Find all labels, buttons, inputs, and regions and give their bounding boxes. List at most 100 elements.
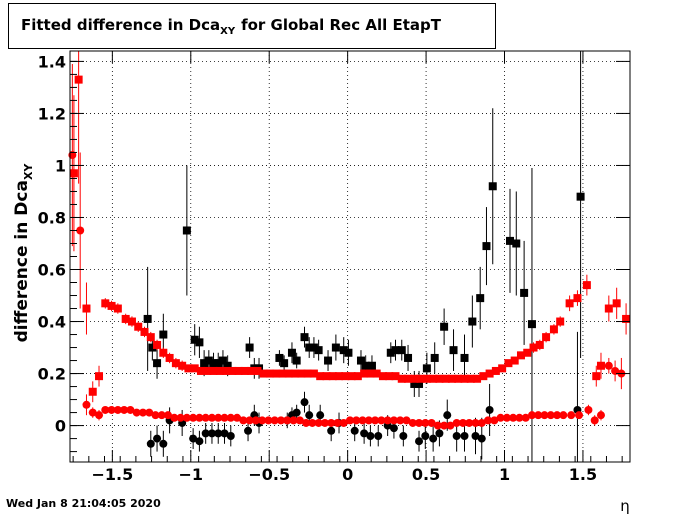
data-point-square: [278, 369, 287, 378]
timestamp: Wed Jan 8 21:04:05 2020: [6, 497, 161, 510]
data-point-circle: [596, 411, 605, 420]
data-point-square: [385, 372, 394, 381]
data-point-square: [529, 343, 538, 352]
data-point-square: [523, 348, 532, 357]
data-point-square: [430, 353, 439, 362]
data-point-square: [74, 75, 83, 84]
data-point-circle: [126, 405, 135, 414]
data-point-square: [485, 369, 494, 378]
data-point-square: [391, 372, 400, 381]
data-point-square: [247, 366, 256, 375]
data-point-square: [592, 372, 601, 381]
data-point-circle: [415, 437, 424, 446]
data-point-square: [410, 379, 419, 388]
data-point-circle: [358, 416, 367, 425]
data-point-square: [512, 239, 521, 248]
data-point-square: [223, 361, 232, 370]
data-point-circle: [207, 429, 216, 438]
data-point-circle: [120, 405, 129, 414]
data-point-square: [218, 356, 227, 365]
data-point-square: [107, 301, 116, 310]
data-point-circle: [339, 418, 348, 427]
title-box: Fitted difference in DcaXY for Global Rec…: [8, 3, 496, 49]
data-point-circle: [502, 413, 511, 422]
data-point-square: [527, 320, 536, 329]
data-point-square: [441, 374, 450, 383]
data-point-circle: [132, 408, 141, 417]
data-point-square: [372, 369, 381, 378]
data-point-square: [397, 374, 406, 383]
data-point-square: [535, 340, 544, 349]
data-point-circle: [138, 408, 147, 417]
axis-ticks: [70, 51, 630, 462]
data-point-square: [356, 356, 365, 365]
x-tick-label: 0: [342, 465, 353, 484]
data-point-square: [378, 372, 387, 381]
data-point-circle: [316, 411, 325, 420]
data-point-square: [422, 374, 431, 383]
data-point-circle: [471, 431, 480, 440]
data-point-square: [596, 361, 605, 370]
data-point-circle: [333, 418, 342, 427]
y-tick-label: 1.2: [38, 104, 66, 123]
y-tick-label: 0.2: [38, 365, 66, 384]
data-point-circle: [399, 431, 408, 440]
data-point-circle: [521, 413, 530, 422]
data-point-circle: [101, 405, 110, 414]
data-point-square: [353, 372, 362, 381]
data-point-square: [245, 343, 254, 352]
data-point-circle: [258, 416, 267, 425]
data-point-square: [504, 359, 513, 368]
data-point-circle: [421, 418, 430, 427]
axis-tick-labels: −1.5 −1 −0.5 0 0.5 1 1.5 0 0.2 0.4 0.6 0.8 1 1.2 1.4: [38, 52, 597, 484]
data-point-square: [88, 387, 97, 396]
data-point-square: [196, 366, 205, 375]
data-point-circle: [604, 361, 613, 370]
data-point-circle: [264, 416, 273, 425]
data-point-square: [542, 333, 551, 342]
data-point-circle: [214, 413, 223, 422]
data-point-square: [454, 374, 463, 383]
data-point-circle: [283, 416, 292, 425]
grid-lines: [70, 51, 630, 462]
chart-title: Fitted difference in DcaXY for Global Rec…: [21, 16, 441, 37]
data-point-square: [466, 374, 475, 383]
data-point-circle: [350, 426, 359, 435]
data-point-square: [272, 369, 281, 378]
data-point-square: [214, 359, 223, 368]
data-point-circle: [327, 426, 336, 435]
data-point-square: [473, 374, 482, 383]
data-point-square: [200, 359, 209, 368]
data-point-square: [416, 374, 425, 383]
data-point-circle: [76, 226, 85, 235]
data-point-circle: [575, 411, 584, 420]
data-point-square: [280, 359, 289, 368]
data-point-circle: [534, 411, 543, 420]
data-point-square: [148, 343, 157, 352]
data-point-circle: [383, 416, 392, 425]
data-point-circle: [546, 411, 555, 420]
data-point-square: [287, 348, 296, 357]
data-point-circle: [270, 416, 279, 425]
data-point-square: [510, 356, 519, 365]
x-tick-label: −0.5: [248, 465, 290, 484]
data-point-circle: [239, 416, 248, 425]
data-point-circle: [540, 411, 549, 420]
data-point-circle: [452, 418, 461, 427]
data-point-square: [491, 366, 500, 375]
data-point-circle: [389, 416, 398, 425]
data-point-circle: [276, 416, 285, 425]
data-point-square: [549, 325, 558, 334]
data-point-circle: [408, 418, 417, 427]
data-point-circle: [314, 418, 323, 427]
data-point-circle: [170, 413, 179, 422]
data-point-square: [410, 374, 419, 383]
data-point-square: [209, 359, 218, 368]
data-point-circle: [440, 421, 449, 430]
data-point-square: [386, 348, 395, 357]
data-point-square: [153, 340, 162, 349]
data-point-square: [429, 374, 438, 383]
data-point-square: [215, 366, 224, 375]
data-point-circle: [527, 411, 536, 420]
data-point-circle: [302, 418, 311, 427]
